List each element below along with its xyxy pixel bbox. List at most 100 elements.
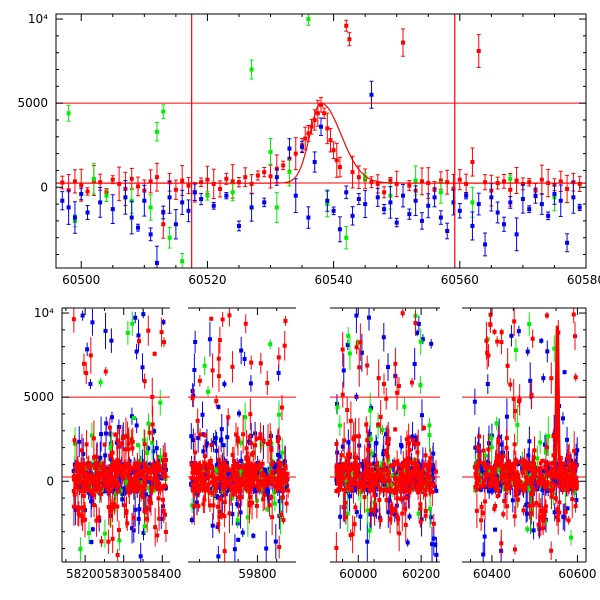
data-point <box>142 442 147 447</box>
data-point <box>353 505 358 510</box>
data-point <box>136 485 141 490</box>
data-point <box>413 439 418 444</box>
data-point <box>80 313 85 318</box>
x-tick-label: 60540 <box>315 273 353 287</box>
data-point <box>101 477 106 482</box>
data-point <box>142 524 147 529</box>
data-point <box>129 477 134 482</box>
data-point <box>514 232 519 237</box>
data-point <box>221 460 226 465</box>
data-point <box>136 473 141 478</box>
data-point <box>239 495 244 500</box>
data-point <box>230 364 235 369</box>
data-point <box>116 469 121 474</box>
data-point <box>293 193 298 198</box>
segment-4: 60400 60600 <box>462 307 597 581</box>
data-point <box>366 483 371 488</box>
data-point <box>147 495 152 500</box>
data-point <box>207 337 212 342</box>
data-point <box>266 496 271 501</box>
data-point <box>252 472 257 477</box>
data-point <box>427 433 432 438</box>
data-point <box>207 503 212 508</box>
data-point <box>98 200 103 205</box>
data-point <box>85 464 90 469</box>
data-point <box>340 444 345 449</box>
data-point <box>282 343 287 348</box>
data-point <box>115 552 120 557</box>
data-point <box>157 464 162 469</box>
data-point <box>353 470 358 475</box>
data-point <box>269 495 274 500</box>
data-point <box>527 207 532 212</box>
data-point <box>277 412 282 417</box>
data-point <box>283 318 288 323</box>
data-point <box>386 439 391 444</box>
data-point <box>261 497 266 502</box>
data-point <box>352 487 357 492</box>
segment-2: 59800 <box>188 307 296 581</box>
data-point <box>357 365 362 370</box>
data-point <box>261 438 266 443</box>
data-point <box>147 498 152 503</box>
data-point <box>413 320 418 325</box>
data-point <box>338 479 343 484</box>
data-point <box>286 488 291 493</box>
data-point <box>354 345 359 350</box>
data-point <box>426 203 431 208</box>
data-point <box>356 434 361 439</box>
data-point <box>411 481 416 486</box>
data-point <box>122 465 127 470</box>
data-point <box>116 462 121 467</box>
data-point <box>373 503 378 508</box>
data-point <box>407 514 412 519</box>
data-point <box>406 435 411 440</box>
data-point <box>189 517 194 522</box>
data-point <box>315 111 320 116</box>
data-point <box>109 338 114 343</box>
data-point <box>404 496 409 501</box>
data-point <box>433 542 438 547</box>
data-point <box>354 481 359 486</box>
data-point <box>101 462 106 467</box>
data-point <box>401 40 406 45</box>
data-point <box>358 473 363 478</box>
data-point <box>335 405 340 410</box>
data-point <box>335 466 340 471</box>
data-point <box>252 464 257 469</box>
data-point <box>407 212 412 217</box>
data-point <box>251 533 256 538</box>
data-point <box>214 448 219 453</box>
data-point <box>382 207 387 212</box>
data-point <box>367 462 372 467</box>
series-red <box>189 308 291 562</box>
data-point <box>340 347 345 352</box>
data-point <box>260 479 265 484</box>
data-point <box>146 446 151 451</box>
x-tick-label: 60500 <box>62 273 100 287</box>
data-point <box>107 425 112 430</box>
data-point <box>267 503 272 508</box>
data-point <box>393 361 398 366</box>
data-point <box>164 457 169 462</box>
data-point <box>396 516 401 521</box>
data-point <box>85 347 90 352</box>
data-point <box>159 468 164 473</box>
data-point <box>552 191 557 196</box>
data-point <box>260 472 265 477</box>
data-point <box>438 178 443 183</box>
data-point <box>349 487 354 492</box>
data-point <box>200 472 205 477</box>
data-point <box>141 479 146 484</box>
data-point <box>136 464 141 469</box>
data-point <box>403 479 408 484</box>
data-point <box>153 525 158 530</box>
data-point <box>156 496 161 501</box>
data-point <box>206 482 211 487</box>
data-point <box>91 478 96 483</box>
data-point <box>565 437 570 442</box>
data-point <box>231 487 236 492</box>
data-point <box>363 466 368 471</box>
